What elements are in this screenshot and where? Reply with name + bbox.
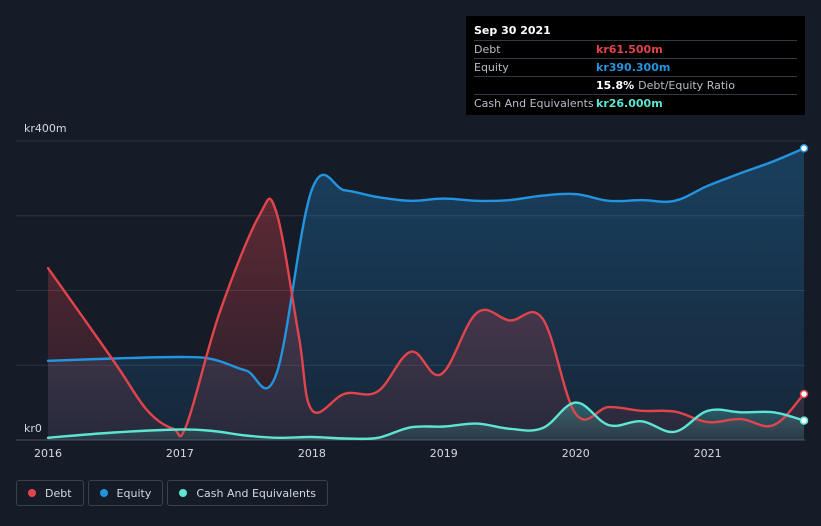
tooltip-label: Cash And Equivalents (474, 97, 594, 110)
y-tick-label-max: kr400m (24, 122, 67, 135)
series-lines (46, 147, 806, 441)
y-tick-label-min: kr0 (24, 422, 42, 435)
end-markers (799, 144, 809, 425)
chart-legend: Debt Equity Cash And Equivalents (16, 480, 328, 506)
tooltip-row-debt: Debt kr61.500m (474, 41, 797, 59)
tooltip-label: Debt (474, 43, 501, 56)
tooltip-value-cash: kr26.000m (596, 97, 663, 110)
tooltip-row-ratio: 15.8% Debt/Equity Ratio (474, 77, 797, 95)
ratio-label: Debt/Equity Ratio (638, 79, 735, 92)
legend-label: Cash And Equivalents (196, 486, 316, 500)
line-debt (46, 197, 806, 438)
x-tick-label: 2021 (694, 447, 722, 460)
tooltip-row-cash: Cash And Equivalents kr26.000m (474, 95, 797, 112)
x-tick-label: 2016 (34, 447, 62, 460)
legend-dot-icon (179, 489, 188, 497)
ratio-value: 15.8% (596, 79, 635, 92)
legend-dot-icon (28, 489, 36, 497)
area-cash (48, 402, 804, 440)
line-equity (46, 147, 806, 390)
line-cash (46, 401, 806, 441)
end-marker-debt (799, 389, 809, 399)
end-marker-equity (799, 144, 809, 153)
tooltip-date: Sep 30 2021 (474, 22, 797, 41)
tooltip-panel: Sep 30 2021 Debt kr61.500m Equity kr390.… (466, 16, 805, 115)
tooltip-row-equity: Equity kr390.300m (474, 59, 797, 77)
legend-label: Debt (45, 486, 72, 500)
x-tick-label: 2017 (166, 447, 194, 460)
axis-labels: 2016 2017 2018 2019 2020 2021 kr400m kr0 (24, 122, 722, 460)
tooltip-label: Equity (474, 61, 509, 74)
tooltip-label (474, 77, 596, 94)
tooltip-value-debt: kr61.500m (596, 43, 663, 56)
series-areas (48, 148, 804, 441)
end-marker-cash (799, 416, 809, 425)
legend-item-cash[interactable]: Cash And Equivalents (167, 480, 328, 506)
tooltip-value-ratio: 15.8% Debt/Equity Ratio (596, 77, 735, 94)
legend-item-equity[interactable]: Equity (87, 480, 164, 506)
tooltip-value-equity: kr390.300m (596, 61, 671, 74)
x-tick-label: 2020 (562, 447, 590, 460)
legend-item-debt[interactable]: Debt (16, 480, 84, 506)
area-equity (48, 148, 804, 441)
x-tick-label: 2019 (430, 447, 458, 460)
legend-label: Equity (116, 486, 152, 500)
x-tick-label: 2018 (298, 447, 326, 460)
area-debt (48, 198, 804, 440)
legend-dot-icon (99, 489, 108, 497)
